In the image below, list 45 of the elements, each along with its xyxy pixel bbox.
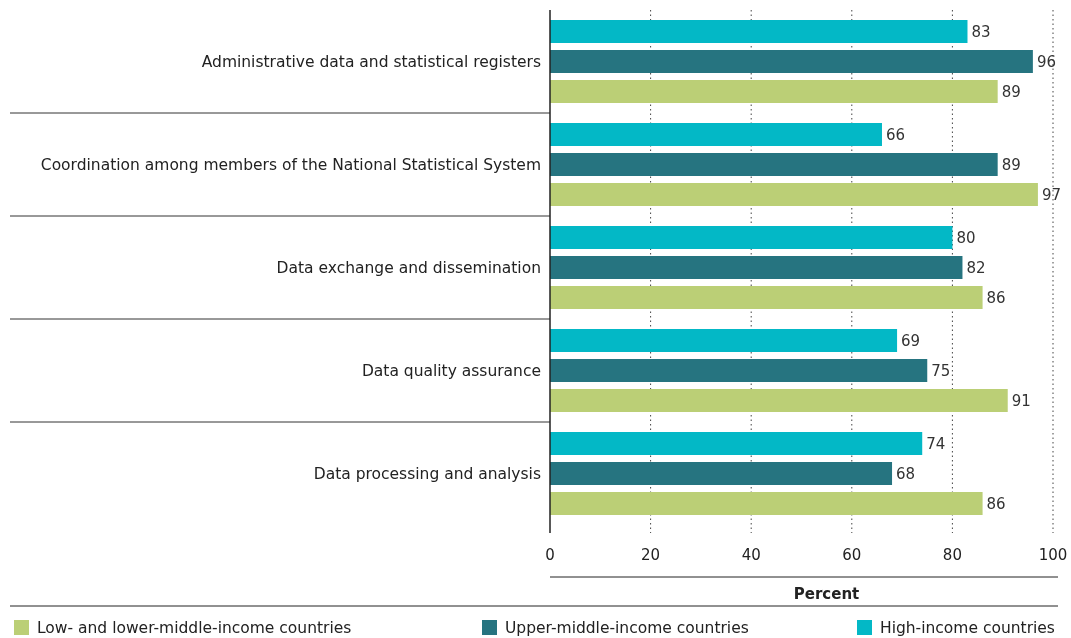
data-label: 89 bbox=[1001, 82, 1021, 101]
y-tick-label: Data quality assurance bbox=[361, 361, 541, 380]
legend-label: High-income countries bbox=[880, 619, 1055, 638]
bar bbox=[550, 389, 1008, 412]
bar bbox=[550, 492, 983, 515]
x-tick-label: 80 bbox=[942, 546, 962, 564]
data-label: 97 bbox=[1041, 185, 1061, 204]
bar bbox=[550, 256, 963, 279]
bar bbox=[550, 432, 923, 455]
data-label: 74 bbox=[926, 434, 946, 453]
data-label: 75 bbox=[931, 361, 951, 380]
x-tick-label: 60 bbox=[842, 546, 862, 564]
data-label: 82 bbox=[966, 258, 986, 277]
bar bbox=[550, 20, 968, 43]
bar bbox=[550, 153, 998, 176]
bar bbox=[550, 123, 882, 146]
x-tick-label: 20 bbox=[641, 546, 661, 564]
data-label: 80 bbox=[956, 228, 976, 247]
x-tick-label: 0 bbox=[545, 546, 555, 564]
data-label: 86 bbox=[986, 288, 1006, 307]
data-label: 89 bbox=[1001, 155, 1021, 174]
y-tick-label: Data exchange and dissemination bbox=[276, 258, 541, 277]
data-label: 68 bbox=[896, 464, 916, 483]
y-tick-label: Coordination among members of the National Statistical System bbox=[40, 155, 541, 174]
data-label: 86 bbox=[986, 494, 1006, 513]
y-tick-label: Data processing and analysis bbox=[313, 464, 541, 483]
data-label: 66 bbox=[885, 125, 906, 144]
bar bbox=[550, 329, 898, 352]
bar bbox=[550, 359, 928, 382]
bar bbox=[550, 80, 998, 103]
legend-label: Upper-middle-income countries bbox=[505, 619, 749, 638]
bar bbox=[550, 462, 893, 485]
x-axis-title: Percent bbox=[793, 585, 860, 603]
bar bbox=[550, 286, 983, 309]
x-tick-label: 40 bbox=[741, 546, 761, 564]
legend-label: Low- and lower-middle-income countries bbox=[37, 619, 352, 638]
y-tick-label: Administrative data and statistical registers bbox=[201, 52, 541, 71]
bar bbox=[550, 183, 1038, 206]
data-label: 83 bbox=[971, 22, 991, 41]
bar bbox=[550, 50, 1033, 73]
x-tick-label: 100 bbox=[1038, 546, 1068, 564]
data-label: 96 bbox=[1036, 52, 1056, 71]
data-label: 91 bbox=[1011, 391, 1031, 410]
bar bbox=[550, 226, 953, 249]
data-label: 69 bbox=[901, 331, 921, 350]
